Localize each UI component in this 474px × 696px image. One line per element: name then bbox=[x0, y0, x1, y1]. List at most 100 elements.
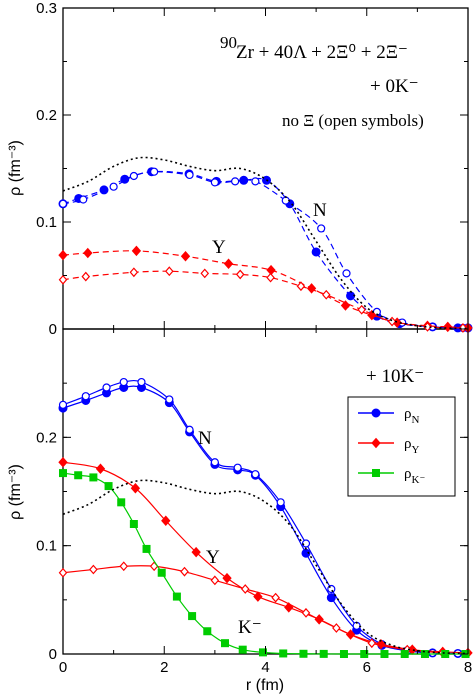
bottom-data-point bbox=[233, 463, 242, 472]
bottom-data-point bbox=[58, 456, 68, 468]
bottom-data-point bbox=[172, 592, 181, 601]
top-data-point bbox=[266, 272, 275, 283]
bottom-data-point bbox=[102, 383, 111, 392]
bottom-data-point bbox=[240, 584, 250, 594]
bottom-label-Y: Y bbox=[206, 547, 220, 568]
top-ytick-label: 0.3 bbox=[36, 0, 57, 17]
bottom-data-point bbox=[74, 471, 83, 480]
top-series-line bbox=[62, 171, 463, 329]
bottom-data-point bbox=[129, 520, 138, 528]
top-title-sup: 90 bbox=[220, 33, 237, 52]
top-data-point bbox=[251, 177, 260, 186]
top-data-point bbox=[131, 245, 142, 257]
bottom-data-point bbox=[332, 623, 341, 633]
top-data-point bbox=[321, 289, 331, 300]
bottom-data-point bbox=[299, 649, 308, 658]
bottom-data-point bbox=[191, 546, 201, 558]
top-data-point bbox=[58, 199, 68, 208]
top-title-line2: + 0K⁻ bbox=[370, 76, 419, 97]
bottom-ytick-label: 0 bbox=[49, 646, 57, 663]
top-data-point bbox=[129, 267, 139, 278]
bottom-xtick-label: 2 bbox=[160, 659, 168, 676]
top-data-point bbox=[306, 283, 317, 294]
bottom-data-point bbox=[367, 638, 377, 649]
bottom-xtick-label: 8 bbox=[464, 659, 472, 676]
bottom-data-point bbox=[319, 649, 328, 658]
bottom-series-5 bbox=[62, 479, 469, 655]
top-data-point bbox=[129, 171, 138, 181]
bottom-data-point bbox=[221, 639, 229, 648]
top-series-line bbox=[62, 250, 469, 329]
bottom-data-point bbox=[165, 395, 174, 404]
bottom-ytick-label: 0.1 bbox=[36, 538, 57, 555]
bottom-data-point bbox=[58, 567, 68, 578]
bottom-plot-area bbox=[58, 377, 473, 659]
top-data-point bbox=[340, 300, 351, 311]
top-data-point bbox=[58, 274, 68, 285]
top-data-point bbox=[443, 321, 453, 333]
top-series-4 bbox=[62, 156, 469, 330]
top-data-point bbox=[223, 258, 234, 269]
bottom-data-point bbox=[210, 575, 220, 586]
top-data-point bbox=[200, 268, 210, 279]
top-data-point bbox=[423, 321, 432, 332]
bottom-data-point bbox=[59, 469, 67, 478]
bottom-data-point bbox=[271, 592, 280, 603]
bottom-data-point bbox=[161, 515, 171, 527]
legend-marker bbox=[371, 437, 381, 449]
bottom-data-point bbox=[360, 650, 369, 658]
top-data-point bbox=[311, 247, 321, 257]
bottom-xtick-label: 4 bbox=[261, 659, 269, 676]
bottom-xtick-label: 0 bbox=[59, 659, 67, 676]
bottom-data-point bbox=[301, 607, 311, 618]
top-data-point bbox=[346, 291, 356, 301]
top-data-point bbox=[185, 170, 194, 180]
top-data-point bbox=[81, 271, 91, 282]
top-data-point bbox=[266, 264, 276, 276]
bottom-data-point bbox=[238, 645, 247, 654]
legend-label-sub: Y bbox=[412, 444, 420, 456]
bottom-data-point bbox=[89, 473, 98, 482]
top-label-Y: Y bbox=[212, 237, 226, 258]
bottom-series-line bbox=[62, 479, 469, 655]
top-series-0 bbox=[58, 167, 473, 333]
bottom-series-line bbox=[62, 565, 443, 654]
top-data-point bbox=[150, 167, 159, 176]
top-data-point bbox=[83, 247, 93, 259]
bottom-label-K: K⁻ bbox=[238, 617, 262, 638]
top-label-N: N bbox=[313, 200, 327, 221]
top-series-3 bbox=[58, 266, 468, 333]
top-series-line bbox=[62, 170, 469, 329]
top-ytick-label: 0.1 bbox=[36, 214, 57, 231]
bottom-data-point bbox=[376, 638, 386, 650]
bottom-data-point bbox=[420, 650, 429, 658]
bottom-data-point bbox=[326, 593, 336, 603]
legend-marker bbox=[372, 469, 380, 477]
bottom-data-point bbox=[441, 650, 450, 658]
legend-marker bbox=[371, 408, 381, 418]
x-axis-label: r (fm) bbox=[246, 677, 284, 694]
bottom-series-4 bbox=[59, 469, 470, 658]
top-ytick-label: 0 bbox=[49, 321, 57, 338]
bottom-data-point bbox=[210, 458, 219, 467]
top-data-point bbox=[235, 269, 245, 280]
bottom-data-point bbox=[339, 650, 348, 658]
top-data-point bbox=[357, 304, 366, 315]
bottom-data-point bbox=[203, 627, 212, 636]
bottom-data-point bbox=[89, 564, 98, 575]
top-title-line1: Zr + 40Λ + 2Ξ⁰ + 2Ξ⁻ bbox=[236, 42, 408, 63]
top-data-point bbox=[458, 323, 468, 333]
bottom-data-point bbox=[400, 650, 409, 658]
top-data-point bbox=[210, 178, 219, 187]
top-data-point bbox=[387, 316, 397, 327]
bottom-data-point bbox=[142, 544, 151, 553]
bottom-data-point bbox=[258, 648, 267, 657]
top-series-1 bbox=[58, 167, 468, 333]
bottom-data-point bbox=[157, 568, 166, 577]
top-ytick-label: 0.2 bbox=[36, 107, 57, 124]
top-data-point bbox=[58, 249, 68, 261]
bottom-label-N: N bbox=[198, 428, 212, 449]
bottom-series-2 bbox=[58, 456, 473, 659]
